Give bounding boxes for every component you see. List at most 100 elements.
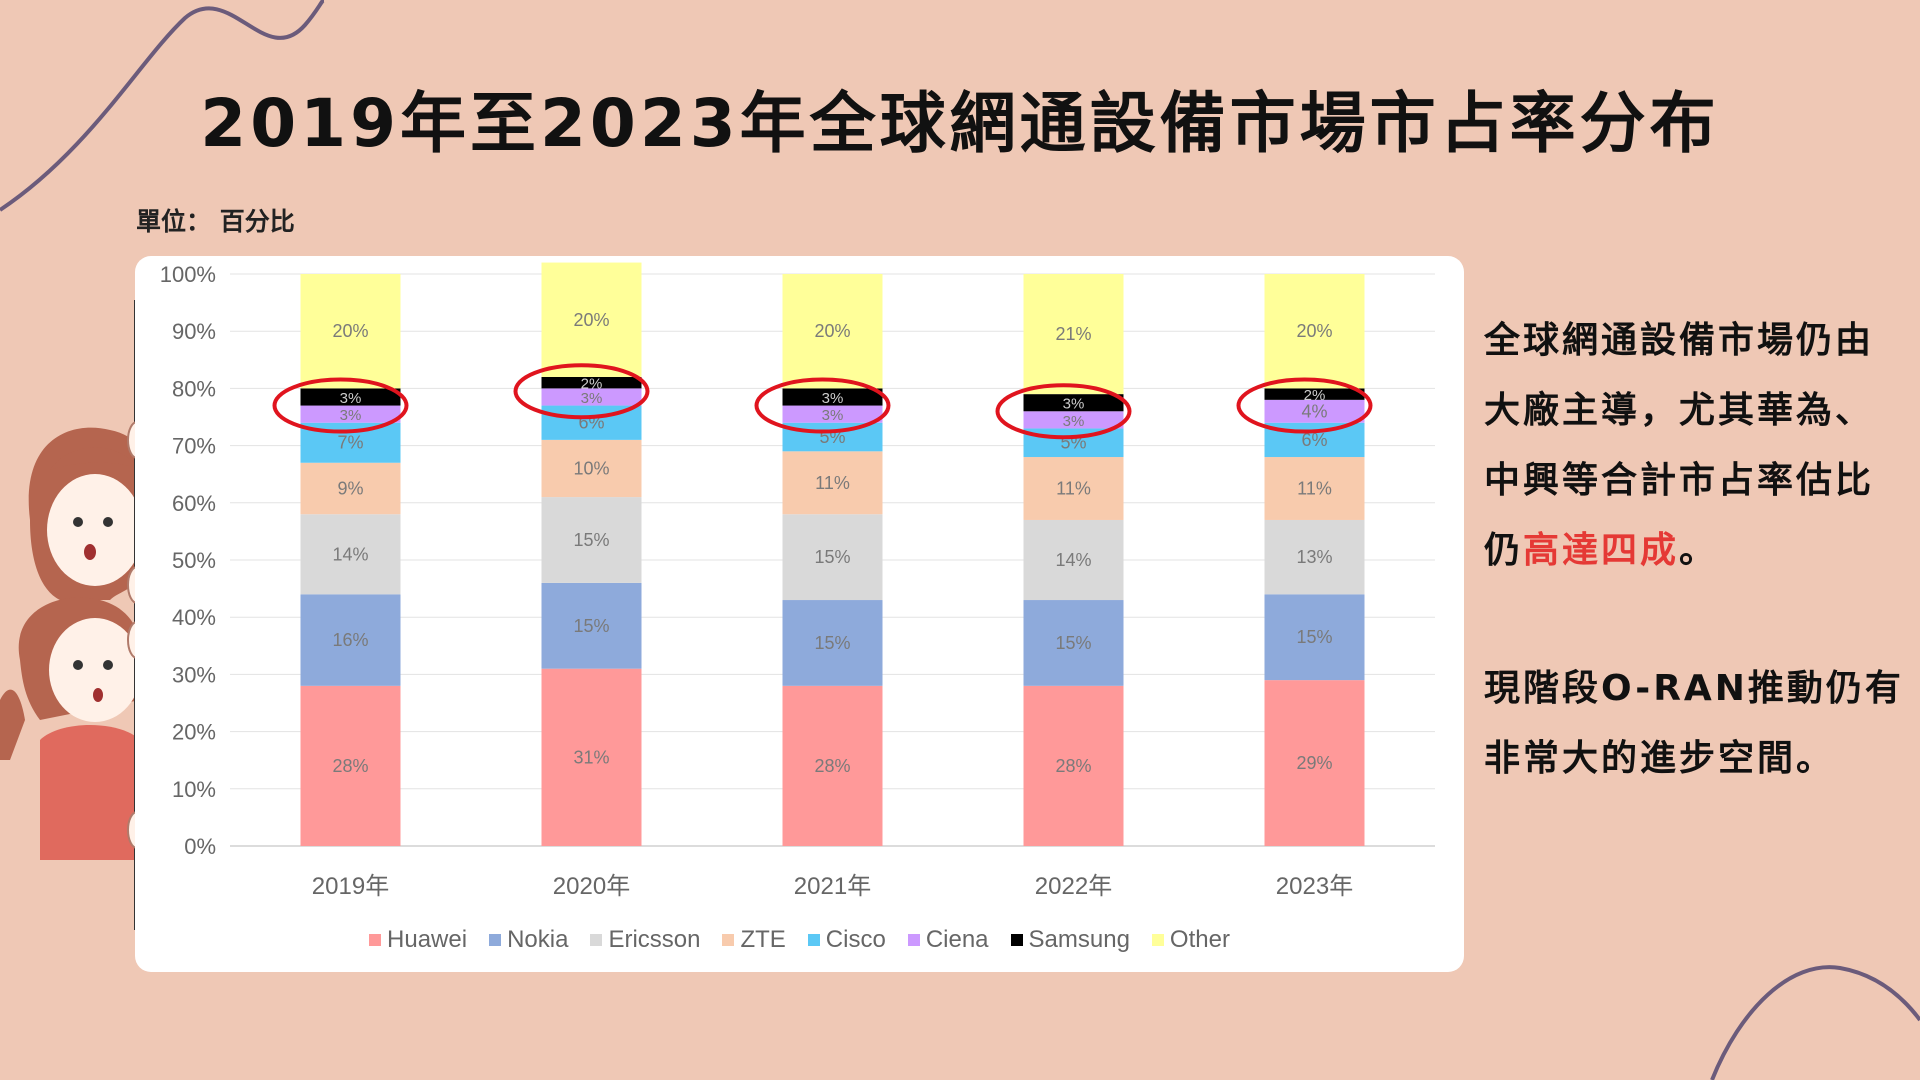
data-label: 28% xyxy=(814,756,850,776)
bar-segment-huawei xyxy=(1264,680,1365,846)
chart-legend: Huawei Nokia Ericsson ZTE Cisco Ciena Samsung O… xyxy=(135,926,1464,954)
legend-item-other: Other xyxy=(1151,926,1230,954)
data-label: 9% xyxy=(337,479,363,499)
data-label: 3% xyxy=(822,390,844,407)
bar-segment-ciena xyxy=(1023,411,1124,429)
y-tick-label: 100% xyxy=(160,262,216,287)
x-tick-label: 2019年 xyxy=(312,873,389,900)
bar-segment-zte xyxy=(1264,457,1365,520)
bar-segment-other xyxy=(300,274,401,389)
bar-segment-other xyxy=(541,262,642,377)
side-text-1-end: 。 xyxy=(1679,530,1719,571)
data-label: 15% xyxy=(814,633,850,653)
bottom-right-curve xyxy=(1710,965,1920,1080)
y-tick-label: 50% xyxy=(172,548,216,573)
bar-segment-huawei xyxy=(541,668,642,846)
x-tick-label: 2023年 xyxy=(1276,873,1353,900)
legend-swatch xyxy=(907,934,920,946)
bar-segment-nokia xyxy=(782,600,883,686)
data-label: 20% xyxy=(814,321,850,341)
y-tick-label: 20% xyxy=(172,720,216,745)
bar-segment-other xyxy=(1023,274,1124,395)
legend-label: Huawei xyxy=(387,926,468,953)
y-tick-label: 10% xyxy=(172,777,216,802)
legend-item-zte: ZTE xyxy=(722,926,786,954)
highlight-circle xyxy=(272,377,409,434)
data-label: 2% xyxy=(1304,387,1326,404)
girl-top-illustration xyxy=(28,427,160,600)
legend-item-huawei: Huawei xyxy=(369,926,467,954)
girl-bottom-illustration xyxy=(0,597,144,860)
data-label: 20% xyxy=(573,310,609,330)
data-label: 15% xyxy=(814,547,850,567)
data-label: 16% xyxy=(332,630,368,650)
bar-segment-ciena xyxy=(300,405,401,423)
data-label: 11% xyxy=(815,473,850,493)
data-label: 3% xyxy=(1063,396,1085,413)
bar-segment-other xyxy=(782,274,883,389)
legend-swatch xyxy=(1010,934,1023,946)
y-tick-label: 0% xyxy=(184,834,216,859)
highlight-circle xyxy=(754,377,891,434)
data-label: 15% xyxy=(573,616,609,636)
y-tick-label: 80% xyxy=(172,376,216,401)
data-label: 14% xyxy=(332,544,368,564)
legend-item-ericsson: Ericsson xyxy=(590,926,700,954)
x-tick-label: 2020年 xyxy=(553,873,630,900)
bar-segment-samsung xyxy=(1023,394,1124,412)
data-label: 3% xyxy=(340,407,362,424)
y-tick-label: 40% xyxy=(172,605,216,630)
side-text-1-highlight: 高達四成 xyxy=(1523,530,1680,571)
page-title: 2019年至2023年全球網通設備市場市占率分布 xyxy=(200,85,1720,162)
legend-swatch xyxy=(1151,934,1164,946)
highlight-circle xyxy=(513,363,650,420)
y-tick-label: 90% xyxy=(172,319,216,344)
bar-segment-ericsson xyxy=(300,514,401,595)
data-label: 20% xyxy=(1296,321,1332,341)
highlight-circle xyxy=(995,383,1132,440)
bar-segment-samsung xyxy=(1264,388,1365,400)
legend-label: Ciena xyxy=(925,926,989,953)
data-label: 3% xyxy=(1063,413,1085,430)
data-label: 7% xyxy=(337,433,363,453)
bar-segment-samsung xyxy=(541,376,642,389)
side-text-1-main: 全球網通設備市場仍由大廠主導，尤其華為、中興等合計市占率估比仍 xyxy=(1484,320,1875,571)
legend-swatch xyxy=(369,934,382,946)
bar-segment-nokia xyxy=(1023,600,1124,686)
legend-swatch xyxy=(590,934,603,946)
bar-segment-samsung xyxy=(782,388,883,406)
data-label: 28% xyxy=(332,756,368,776)
bar-segment-cisco xyxy=(782,422,883,452)
bar-segment-zte xyxy=(782,451,883,515)
legend-item-nokia: Nokia xyxy=(489,926,568,954)
legend-swatch xyxy=(722,934,735,946)
unit-label: 單位： 百分比 xyxy=(136,207,295,236)
data-label: 3% xyxy=(822,407,844,424)
bar-segment-ericsson xyxy=(1023,519,1124,601)
bar-segment-nokia xyxy=(541,582,642,669)
bar-segment-nokia xyxy=(1264,594,1365,681)
highlight-circle xyxy=(1236,377,1373,434)
legend-swatch xyxy=(807,934,820,946)
data-label: 2% xyxy=(581,376,603,393)
data-label: 31% xyxy=(573,747,609,767)
data-label: 20% xyxy=(332,321,368,341)
y-tick-label: 30% xyxy=(172,662,216,687)
legend-label: Ericsson xyxy=(608,926,701,953)
bar-segment-huawei xyxy=(300,685,401,846)
data-label: 15% xyxy=(573,530,609,550)
data-label: 29% xyxy=(1296,753,1332,773)
legend-item-samsung: Samsung xyxy=(1010,926,1130,954)
legend-item-ciena: Ciena xyxy=(907,926,989,954)
y-tick-label: 70% xyxy=(172,434,216,459)
data-label: 14% xyxy=(1055,550,1091,570)
bar-segment-ericsson xyxy=(541,497,642,583)
bar-segment-ciena xyxy=(782,405,883,423)
data-label: 13% xyxy=(1296,547,1332,567)
bar-segment-zte xyxy=(541,439,642,498)
y-tick-label: 60% xyxy=(172,491,216,516)
legend-label: Cisco xyxy=(825,926,886,953)
bar-segment-zte xyxy=(1023,457,1124,520)
legend-label: Nokia xyxy=(507,926,569,953)
